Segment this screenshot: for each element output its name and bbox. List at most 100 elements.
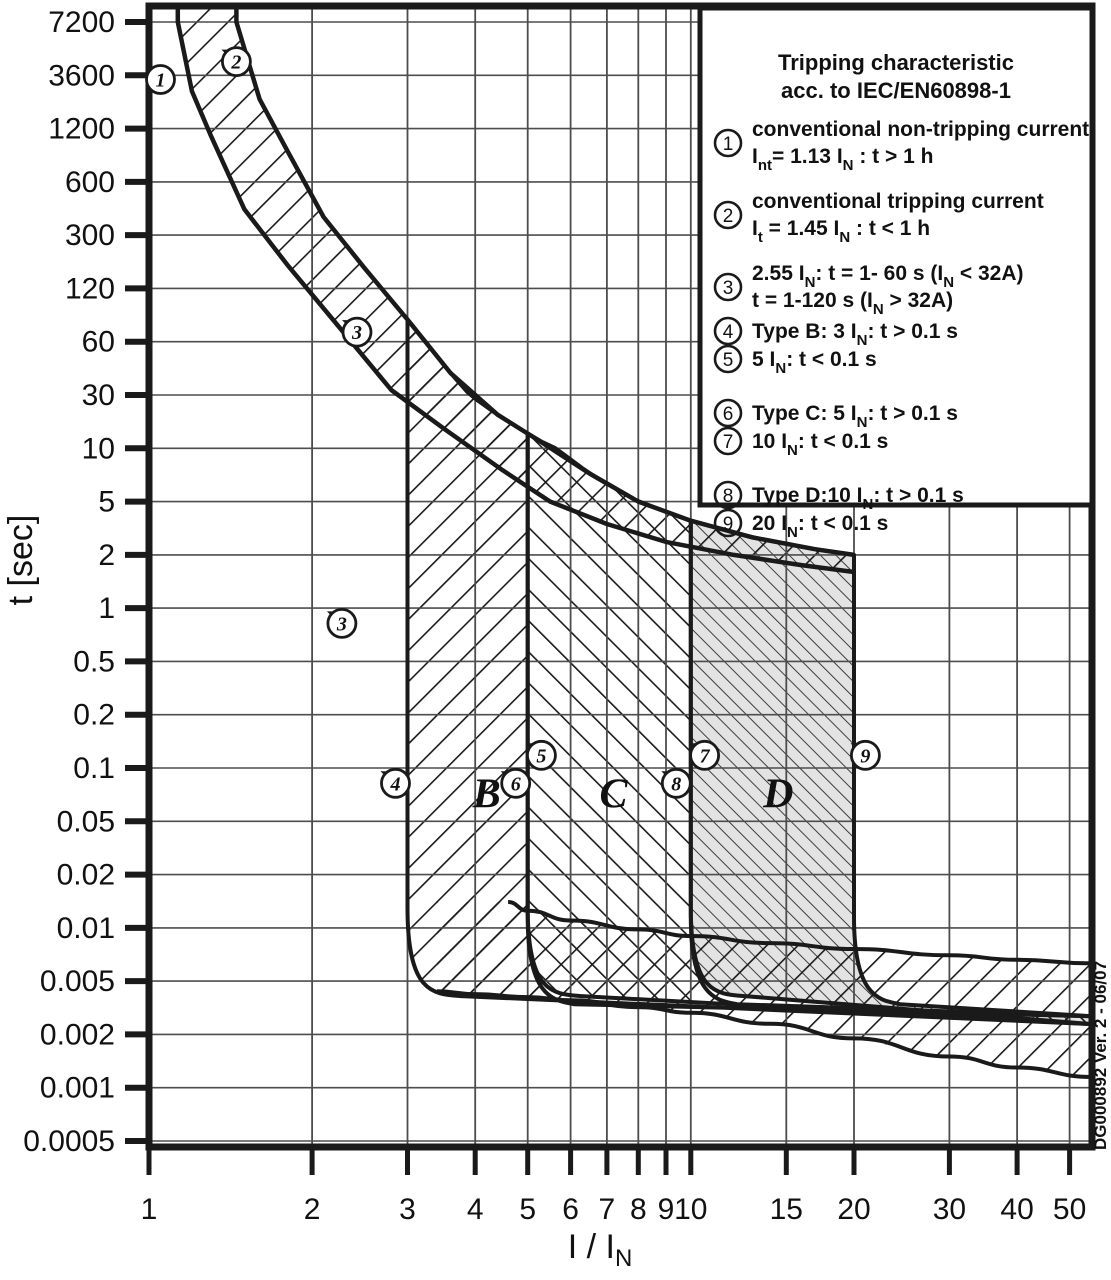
- legend-marker-number: 6: [723, 404, 734, 425]
- document-reference: DG000892 Ver. 2 - 06/07: [1091, 961, 1110, 1150]
- x-axis-title: I / IN: [568, 1228, 633, 1272]
- y-tick-label: 120: [65, 272, 115, 305]
- legend-marker-circle: [713, 508, 743, 538]
- legend-marker-number: 7: [723, 432, 734, 453]
- legend-box: Tripping characteristic acc. to IEC/EN608…: [697, 5, 1095, 541]
- y-tick-label: 0.01: [57, 912, 115, 945]
- legend-marker-circle: [713, 398, 743, 428]
- legend-marker-number: 5: [723, 350, 734, 371]
- legend-marker-number: 2: [723, 206, 734, 227]
- type-d-band: [690, 520, 1092, 1025]
- marker-number: 9: [860, 745, 870, 767]
- legend-entry-line: It = 1.45 IN : t < 1 h: [752, 217, 930, 246]
- y-tick-label: 0.002: [40, 1018, 115, 1051]
- y-tick-label: 1: [98, 592, 115, 625]
- marker-circle: [660, 767, 692, 799]
- marker-circle: [341, 316, 373, 348]
- y-tick-label: 0.2: [73, 699, 115, 732]
- x-tick-label: 20: [837, 1193, 870, 1226]
- legend-entry-line: conventional tripping current: [752, 190, 1044, 213]
- plot-frame: [145, 2, 1096, 1151]
- chart-marker-5: 5: [526, 739, 557, 771]
- marker-circle: [500, 767, 532, 799]
- legend-title-line2: acc. to IEC/EN60898-1: [781, 78, 1011, 103]
- legend-entry: 6 Type C: 5 IN: t > 0.1 s: [713, 398, 958, 431]
- marker-number: 6: [511, 773, 521, 795]
- legend-entry-line: 5 IN: t < 0.1 s: [752, 348, 877, 377]
- marker-number: 3: [336, 613, 347, 635]
- y-tick-label: 0.005: [40, 965, 115, 998]
- x-tick-label: 2: [304, 1193, 321, 1226]
- y-tick-label: 1200: [48, 113, 115, 146]
- thermal-lower-curve: [175, 6, 855, 575]
- legend-marker-number: 4: [723, 322, 734, 343]
- y-tick-label: 7200: [48, 6, 115, 39]
- chart-marker-6: 6: [500, 767, 532, 799]
- marker-number: 2: [230, 52, 241, 74]
- x-tick-label: 10: [674, 1193, 707, 1226]
- legend-entry-line: 10 IN: t < 0.1 s: [752, 430, 888, 459]
- marker-number: 1: [156, 70, 166, 92]
- y-tick-label: 0.001: [40, 1072, 115, 1105]
- band-letter-C: C: [599, 771, 628, 817]
- chart-marker-7: 7: [689, 739, 720, 771]
- curve-layer: [175, 6, 1092, 1079]
- marker-circle: [526, 739, 557, 771]
- x-tick-label: 7: [599, 1193, 616, 1226]
- legend-panel: [697, 5, 1095, 508]
- y-tick-label: 0.1: [73, 752, 115, 785]
- legend-marker-number: 8: [723, 486, 734, 507]
- band-letter-layer: B C D: [472, 771, 794, 817]
- chart-marker-4: 4: [380, 767, 411, 799]
- legend-marker-number: 9: [723, 514, 734, 535]
- marker-circle: [326, 608, 358, 639]
- legend-entry: 4 Type B: 3 IN: t > 0.1 s: [713, 316, 958, 349]
- x-tick-label: 6: [562, 1193, 579, 1226]
- y-axis-title: t [sec]: [2, 515, 40, 606]
- x-tick-label: 50: [1053, 1193, 1086, 1226]
- y-tick-label: 0.5: [73, 645, 115, 678]
- legend-entry: 8 Type D:10 IN: t > 0.1 s: [713, 480, 964, 513]
- legend-entry-line: Type C: 5 IN: t > 0.1 s: [752, 402, 958, 431]
- legend-marker-circle: [713, 272, 743, 302]
- marker-number: 5: [536, 745, 546, 767]
- marker-number: 7: [700, 745, 711, 767]
- legend-marker-number: 1: [723, 134, 734, 155]
- chart-marker-8: 8: [660, 767, 692, 799]
- y-tick-label: 0.0005: [23, 1125, 115, 1158]
- legend-entry: 7 10 IN: t < 0.1 s: [713, 426, 888, 459]
- legend-entry: 9 20 IN: t < 0.1 s: [713, 508, 888, 541]
- legend-marker-circle: [713, 200, 743, 230]
- legend-marker-circle: [713, 316, 743, 346]
- legend-entry-line: t = 1-120 s (IN > 32A): [752, 289, 953, 318]
- x-tick-label: 5: [519, 1193, 536, 1226]
- marker-circle: [145, 64, 176, 95]
- x-tick-label: 4: [467, 1193, 484, 1226]
- chart-marker-9: 9: [850, 739, 881, 771]
- tick-layer: 7200360012006003001206030105210.50.20.10…: [23, 6, 1086, 1226]
- legend-marker-circle: [713, 344, 743, 374]
- chart-marker-1: 1: [145, 64, 176, 95]
- y-tick-label: 30: [82, 379, 115, 412]
- y-tick-label: 0.05: [57, 805, 115, 838]
- instantaneous-inner-curve: [507, 900, 1092, 966]
- legend-marker-circle: [713, 480, 743, 510]
- legend-entry: 5 5 IN: t < 0.1 s: [713, 344, 877, 377]
- y-tick-label: 3600: [48, 59, 115, 92]
- marker-circle: [220, 46, 252, 77]
- y-tick-label: 60: [82, 326, 115, 359]
- chart-marker-3b: 3: [326, 608, 358, 639]
- chart-marker-3a: 3: [341, 316, 373, 348]
- x-tick-label: 1: [141, 1193, 158, 1226]
- y-tick-label: 600: [65, 166, 115, 199]
- y-tick-label: 0.02: [57, 859, 115, 892]
- x-tick-label: 30: [933, 1193, 966, 1226]
- x-tick-label: 3: [399, 1193, 416, 1226]
- band-letter-B: B: [472, 771, 501, 817]
- chart-marker-2: 2: [220, 46, 252, 77]
- legend-entry-line: Int= 1.13 IN : t > 1 h: [752, 145, 933, 174]
- legend-entry-line: Type B: 3 IN: t > 0.1 s: [752, 320, 958, 349]
- x-tick-label: 8: [630, 1193, 647, 1226]
